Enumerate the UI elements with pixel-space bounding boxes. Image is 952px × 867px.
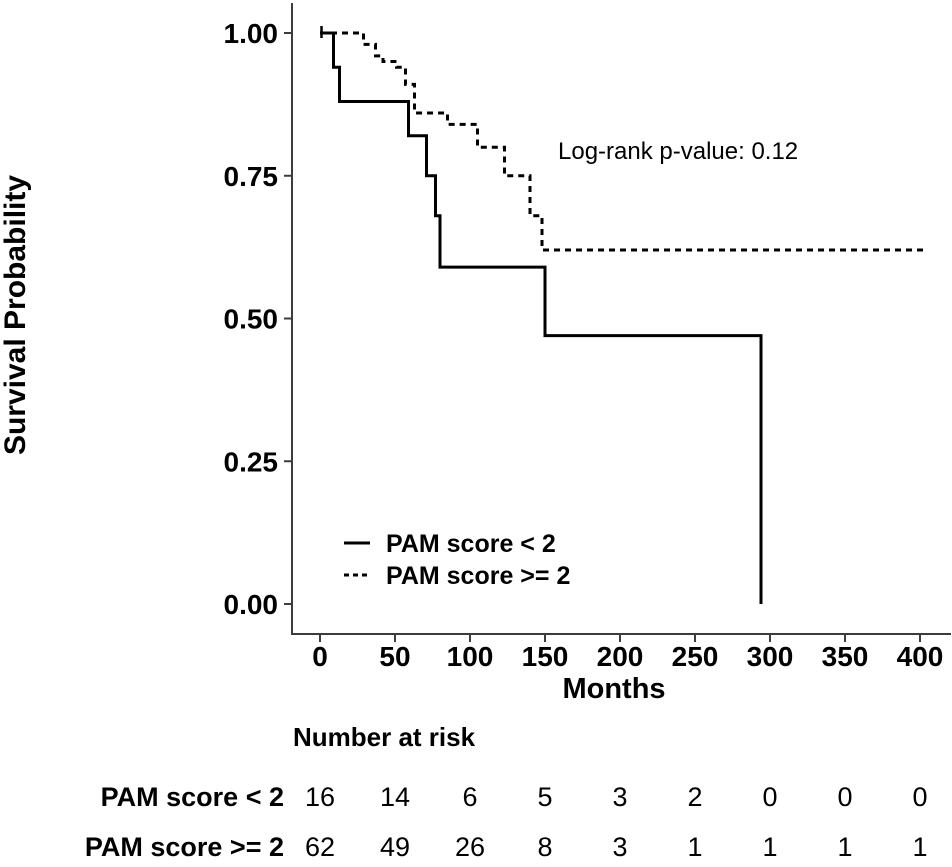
risk-count: 1 <box>687 832 702 862</box>
x-tick-label: 150 <box>522 641 569 672</box>
x-tick-label: 50 <box>379 641 410 672</box>
risk-count: 16 <box>305 782 335 812</box>
risk-count: 14 <box>380 782 410 812</box>
risk-count: 1 <box>837 832 852 862</box>
risk-row-label-pam-ge-2: PAM score >= 2 <box>85 832 284 862</box>
risk-values-pam-ge-2: 62 49 26 8 3 1 1 1 1 <box>305 832 928 862</box>
risk-count: 5 <box>537 782 552 812</box>
risk-row-label-pam-lt-2: PAM score < 2 <box>101 782 284 812</box>
legend-label-pam-lt-2: PAM score < 2 <box>386 530 556 558</box>
y-tick-label: 0.25 <box>224 446 279 477</box>
legend-label-pam-ge-2: PAM score >= 2 <box>386 562 570 590</box>
y-axis-ticks: 1.00 0.75 0.50 0.25 0.00 <box>224 18 292 620</box>
risk-table: Number at risk PAM score < 2 PAM score >… <box>85 722 928 862</box>
logrank-annotation: Log-rank p-value: 0.12 <box>558 138 798 165</box>
x-tick-label: 250 <box>672 641 719 672</box>
y-tick-label: 0.00 <box>224 589 279 620</box>
km-curve-pam-lt-2 <box>320 31 763 604</box>
risk-count: 1 <box>912 832 927 862</box>
x-tick-label: 0 <box>312 641 328 672</box>
risk-count: 0 <box>912 782 927 812</box>
x-axis-title: Months <box>562 673 665 705</box>
y-tick-label: 1.00 <box>224 18 279 49</box>
risk-count: 49 <box>380 832 410 862</box>
risk-count: 2 <box>687 782 702 812</box>
risk-count: 6 <box>462 782 477 812</box>
x-tick-label: 300 <box>747 641 794 672</box>
y-tick-label: 0.75 <box>224 161 279 192</box>
x-axis-ticks: 0 50 100 150 200 250 300 350 400 <box>312 634 943 672</box>
risk-count: 3 <box>612 832 627 862</box>
risk-count: 3 <box>612 782 627 812</box>
risk-count: 26 <box>455 832 485 862</box>
y-tick-label: 0.50 <box>224 304 279 335</box>
risk-values-pam-lt-2: 16 14 6 5 3 2 0 0 0 <box>305 782 928 812</box>
risk-count: 8 <box>537 832 552 862</box>
risk-table-title: Number at risk <box>293 722 476 752</box>
x-tick-label: 200 <box>597 641 644 672</box>
risk-count: 0 <box>837 782 852 812</box>
x-tick-label: 400 <box>897 641 944 672</box>
risk-count: 0 <box>762 782 777 812</box>
risk-count: 62 <box>305 832 335 862</box>
x-tick-label: 100 <box>447 641 494 672</box>
y-axis-title: Survival Probability <box>0 175 32 455</box>
x-tick-label: 350 <box>822 641 869 672</box>
risk-count: 1 <box>762 832 777 862</box>
legend: PAM score < 2 PAM score >= 2 <box>344 530 570 590</box>
